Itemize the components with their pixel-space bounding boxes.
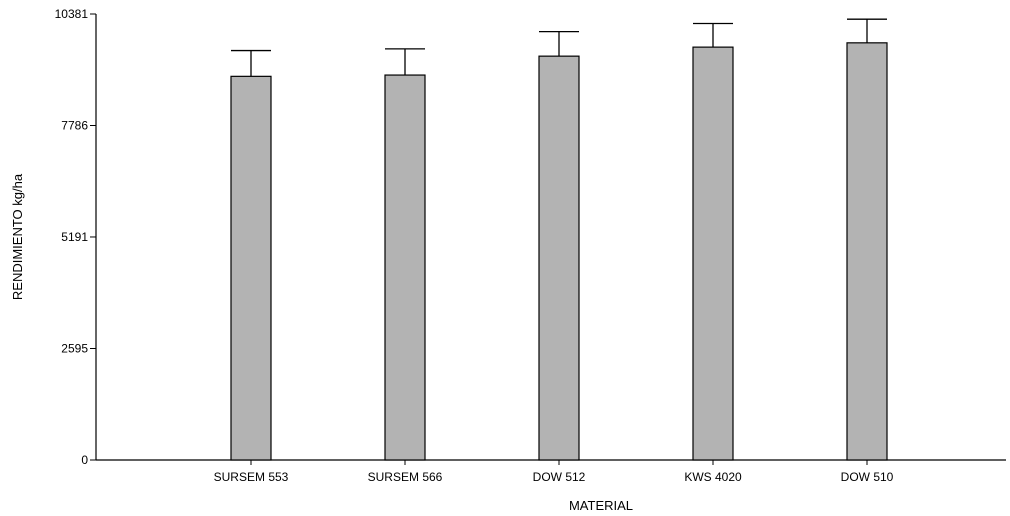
bar: [692, 46, 734, 461]
bar: [384, 74, 426, 461]
y-tick-label: 2595: [61, 342, 88, 356]
y-tick-label: 0: [81, 453, 88, 467]
y-axis-title: RENDIMIENTO kg/ha: [10, 173, 25, 300]
bar: [846, 42, 888, 461]
x-tick-label: DOW 512: [533, 470, 586, 484]
x-tick-label: SURSEM 553: [214, 470, 289, 484]
y-tick-label: 10381: [55, 7, 89, 21]
y-ticks: 0 2595 5191 7786 10381: [55, 7, 96, 467]
x-tick-label: KWS 4020: [684, 470, 742, 484]
y-tick-label: 5191: [61, 230, 88, 244]
x-axis-title: MATERIAL: [569, 498, 633, 513]
x-ticks: SURSEM 553 SURSEM 566 DOW 512 KWS 4020 DOW 5…: [214, 460, 894, 484]
x-tick-label: SURSEM 566: [368, 470, 443, 484]
bars: [230, 18, 888, 461]
plot-area: 0 2595 5191 7786 10381 SURSEM 553 SURSEM 566 D…: [55, 7, 1006, 484]
bar: [230, 75, 272, 461]
bar: [538, 55, 580, 461]
y-tick-label: 7786: [61, 118, 88, 132]
x-tick-label: DOW 510: [841, 470, 894, 484]
